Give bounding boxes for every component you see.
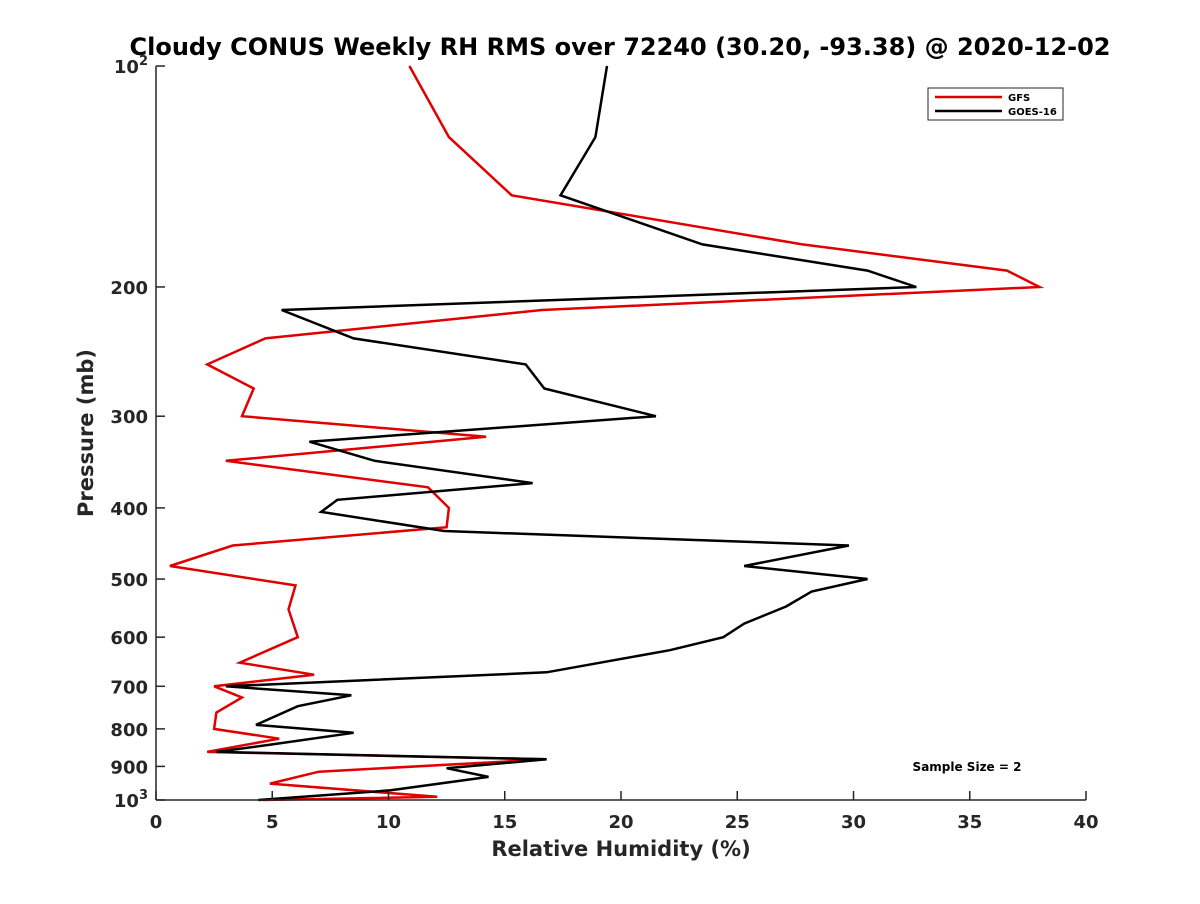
sample-size-annotation: Sample Size = 2	[913, 760, 1022, 774]
y-axis-label: Pressure (mb)	[74, 349, 98, 517]
y-tick-label: 600	[110, 628, 148, 649]
legend-label-goes16: GOES-16	[1008, 107, 1057, 118]
series-line-goes16	[216, 65, 917, 802]
plot-area: 0 5 10 15 20 25 30 35 40 102 200 300 400 500 600 700 80…	[110, 54, 1098, 833]
x-axis-label: Relative Humidity (%)	[491, 837, 750, 861]
x-tick-label: 40	[1073, 812, 1098, 833]
chart-title: Cloudy CONUS Weekly RH RMS over 72240 (3…	[130, 33, 1111, 61]
legend-box	[927, 87, 1064, 121]
y-tick-label: 300	[110, 407, 148, 428]
x-tick-label: 25	[725, 812, 750, 833]
axes-layer: 0 5 10 15 20 25 30 35 40 102 200 300 400 500 600 700 80…	[110, 54, 1098, 833]
y-tick-label: 900	[110, 757, 148, 778]
y-ticks: 102 200 300 400 500 600 700 800 900 103	[110, 54, 165, 812]
x-tick-label: 5	[266, 812, 279, 833]
y-tick-label: 103	[114, 788, 148, 812]
legend-label-gfs: GFS	[1008, 93, 1030, 104]
y-tick-label: 700	[110, 677, 148, 698]
y-tick-label: 102	[114, 54, 148, 78]
y-tick-label: 500	[110, 570, 148, 591]
x-ticks: 0 5 10 15 20 25 30 35 40	[150, 791, 1099, 833]
x-tick-label: 35	[957, 812, 982, 833]
series-line-gfs	[169, 65, 1045, 802]
series-layer	[169, 65, 1045, 802]
x-tick-label: 15	[492, 812, 517, 833]
x-tick-label: 10	[376, 812, 401, 833]
x-tick-label: 30	[841, 812, 866, 833]
y-tick-label: 200	[110, 278, 148, 299]
legend: GFS GOES-16	[927, 87, 1064, 121]
x-tick-label: 20	[608, 812, 633, 833]
y-tick-label: 800	[110, 720, 148, 741]
y-tick-label: 400	[110, 499, 148, 520]
x-tick-label: 0	[150, 812, 163, 833]
